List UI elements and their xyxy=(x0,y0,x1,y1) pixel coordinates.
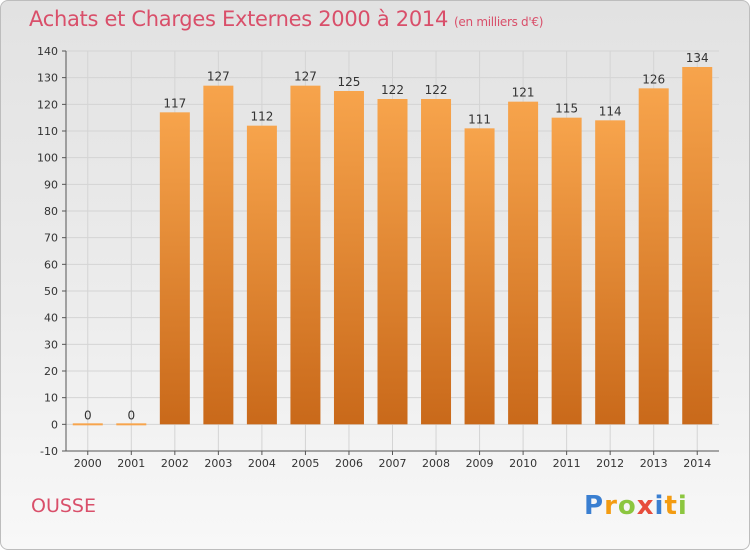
logo-letter: o xyxy=(617,491,637,521)
logo-letter: x xyxy=(636,491,655,521)
y-tick-label: 80 xyxy=(44,205,58,218)
x-tick-label: 2000 xyxy=(74,457,102,470)
data-label: 127 xyxy=(207,70,230,84)
data-label: 111 xyxy=(468,112,491,126)
data-label: 0 xyxy=(84,408,92,422)
x-tick-label: 2004 xyxy=(248,457,276,470)
y-tick-label: 120 xyxy=(37,98,58,111)
data-label: 122 xyxy=(425,83,448,97)
y-tick-label: 20 xyxy=(44,365,58,378)
data-label: 134 xyxy=(686,51,709,65)
logo-letter: t xyxy=(664,491,678,521)
bar xyxy=(421,99,452,425)
proxiti-logo: Proxiti xyxy=(584,491,688,521)
logo-letter: i xyxy=(677,491,688,521)
y-tick-label: 10 xyxy=(44,392,58,405)
y-tick-label: 50 xyxy=(44,285,58,298)
data-label: 114 xyxy=(599,104,622,118)
y-tick-label: 0 xyxy=(51,418,58,431)
y-tick-label: 90 xyxy=(44,178,58,191)
bar xyxy=(464,128,495,425)
x-tick-label: 2001 xyxy=(117,457,145,470)
data-label: 122 xyxy=(381,83,404,97)
title-text: Achats et Charges Externes 2000 à 2014 xyxy=(29,7,449,31)
x-tick-label: 2002 xyxy=(161,457,189,470)
labels: -10 0 10 20 30 40 50 60 70 80 90 100 110 120 130 140 0 20… xyxy=(37,45,711,470)
bar xyxy=(682,67,713,425)
bar xyxy=(246,125,277,425)
y-tick-label: 130 xyxy=(37,72,58,85)
y-tick-label: 60 xyxy=(44,258,58,271)
logo-letter: r xyxy=(604,491,618,521)
bar xyxy=(333,91,364,425)
data-label: 0 xyxy=(127,408,135,422)
bar xyxy=(72,423,103,426)
location-name: OUSSE xyxy=(31,495,96,517)
bar xyxy=(159,112,190,425)
x-tick-label: 2014 xyxy=(683,457,711,470)
y-tick-label: 70 xyxy=(44,232,58,245)
x-tick-label: 2011 xyxy=(553,457,581,470)
data-label: 115 xyxy=(555,102,578,116)
bars xyxy=(72,67,713,426)
data-label: 127 xyxy=(294,70,317,84)
x-tick-label: 2008 xyxy=(422,457,450,470)
bar xyxy=(638,88,669,425)
y-tick-label: 30 xyxy=(44,338,58,351)
y-tick-label: 100 xyxy=(37,152,58,165)
bar xyxy=(203,85,234,425)
logo-letter: i xyxy=(654,491,665,521)
y-tick-label: 140 xyxy=(37,45,58,58)
x-tick-label: 2003 xyxy=(204,457,232,470)
x-tick-label: 2006 xyxy=(335,457,363,470)
chart-subtitle: (en milliers d'€) xyxy=(454,15,544,29)
bar xyxy=(508,101,539,425)
x-tick-label: 2012 xyxy=(596,457,624,470)
x-tick-label: 2010 xyxy=(509,457,537,470)
data-label: 125 xyxy=(338,75,361,89)
x-tick-label: 2005 xyxy=(291,457,319,470)
x-tick-label: 2013 xyxy=(640,457,668,470)
x-tick-label: 2007 xyxy=(379,457,407,470)
bar xyxy=(377,99,408,425)
y-tick-label: 110 xyxy=(37,125,58,138)
data-label: 126 xyxy=(642,72,665,86)
bar xyxy=(290,85,321,425)
data-label: 117 xyxy=(163,96,186,110)
x-tick-label: 2009 xyxy=(466,457,494,470)
axes xyxy=(62,50,719,455)
chart-title: Achats et Charges Externes 2000 à 2014 (e… xyxy=(29,7,543,31)
y-tick-label: 40 xyxy=(44,312,58,325)
data-label: 121 xyxy=(512,86,535,100)
bar xyxy=(551,117,582,425)
bar xyxy=(595,120,626,425)
data-label: 112 xyxy=(250,110,273,124)
logo-letter: P xyxy=(584,491,605,521)
bar xyxy=(116,423,147,426)
y-tick-label: -10 xyxy=(40,445,58,458)
